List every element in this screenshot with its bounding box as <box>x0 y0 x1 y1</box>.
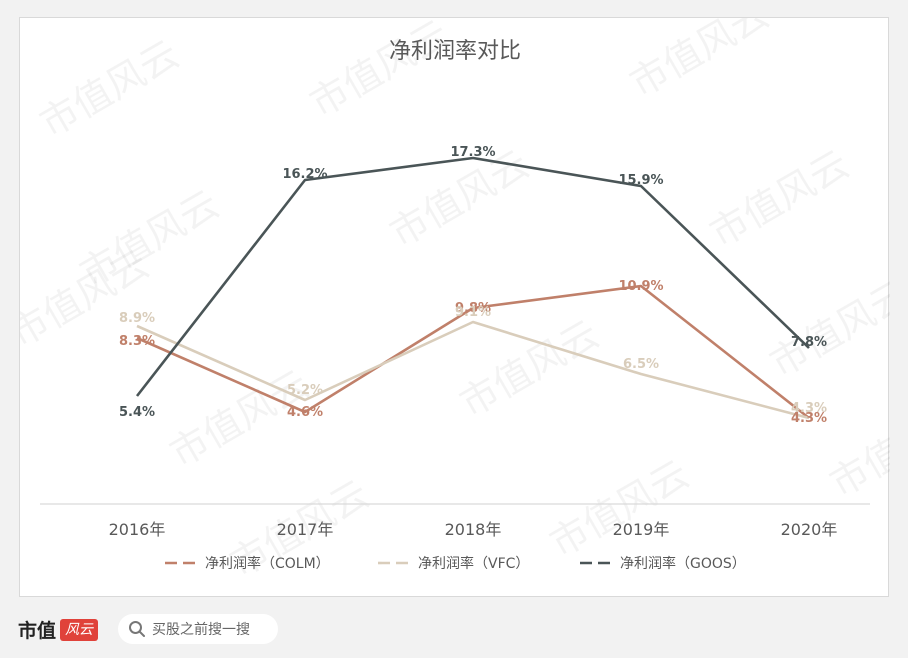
data-label: 5.2% <box>287 383 323 398</box>
series-lines <box>135 156 810 420</box>
data-label: 16.2% <box>282 167 327 182</box>
data-label: 7.8% <box>791 335 827 350</box>
data-label: 4.3% <box>791 401 827 416</box>
data-label: 15.9% <box>618 173 663 188</box>
x-axis-ticks: 2016年 2017年 2018年 2019年 2020年 <box>109 520 838 539</box>
brand-badge: 风云 <box>60 618 99 641</box>
x-tick-label: 2016年 <box>109 520 166 539</box>
data-label: 6.5% <box>623 357 659 372</box>
brand-name: 市值 <box>18 620 57 642</box>
data-label: 8.3% <box>119 334 155 349</box>
brand-logo: 市值 风云 <box>18 616 99 643</box>
series-line <box>136 320 810 420</box>
footer-bar: 市值 风云 买股之前搜一搜 <box>0 600 908 658</box>
line-chart: 市值风云市值风云市值风云市值风云市值风云市值风云市值风云市值风云市值风云市值风云… <box>20 18 891 586</box>
search-box[interactable]: 买股之前搜一搜 <box>118 614 278 644</box>
x-tick-label: 2017年 <box>277 520 334 539</box>
data-label: 17.3% <box>450 145 495 160</box>
x-tick-label: 2018年 <box>445 520 502 539</box>
data-label: 10.9% <box>618 279 663 294</box>
chart-frame: 市值风云市值风云市值风云市值风云市值风云市值风云市值风云市值风云市值风云市值风云… <box>19 17 891 597</box>
search-icon <box>129 621 145 637</box>
legend: 净利润率（COLM） 净利润率（VFC） 净利润率（GOOS） <box>165 555 746 572</box>
data-label: 4.6% <box>287 405 323 420</box>
series-line <box>136 284 810 420</box>
series-line <box>135 156 810 397</box>
data-labels: 8.3% 4.6% 9.8% 10.9% 4.3% 8.9% 5.2% 9.1% 6.5% 4.3… <box>119 145 827 426</box>
data-label: 9.8% <box>455 301 491 316</box>
data-label: 9.1% <box>455 305 491 320</box>
chart-title: 净利润率对比 <box>389 39 521 64</box>
data-label: 4.3% <box>791 411 827 426</box>
x-tick-label: 2020年 <box>781 520 838 539</box>
search-placeholder: 买股之前搜一搜 <box>152 622 250 638</box>
legend-label: 净利润率（COLM） <box>205 555 330 572</box>
x-tick-label: 2019年 <box>613 520 670 539</box>
data-label: 8.9% <box>119 311 155 326</box>
legend-label: 净利润率（GOOS） <box>620 555 746 572</box>
legend-label: 净利润率（VFC） <box>418 555 529 572</box>
data-label: 5.4% <box>119 405 155 420</box>
